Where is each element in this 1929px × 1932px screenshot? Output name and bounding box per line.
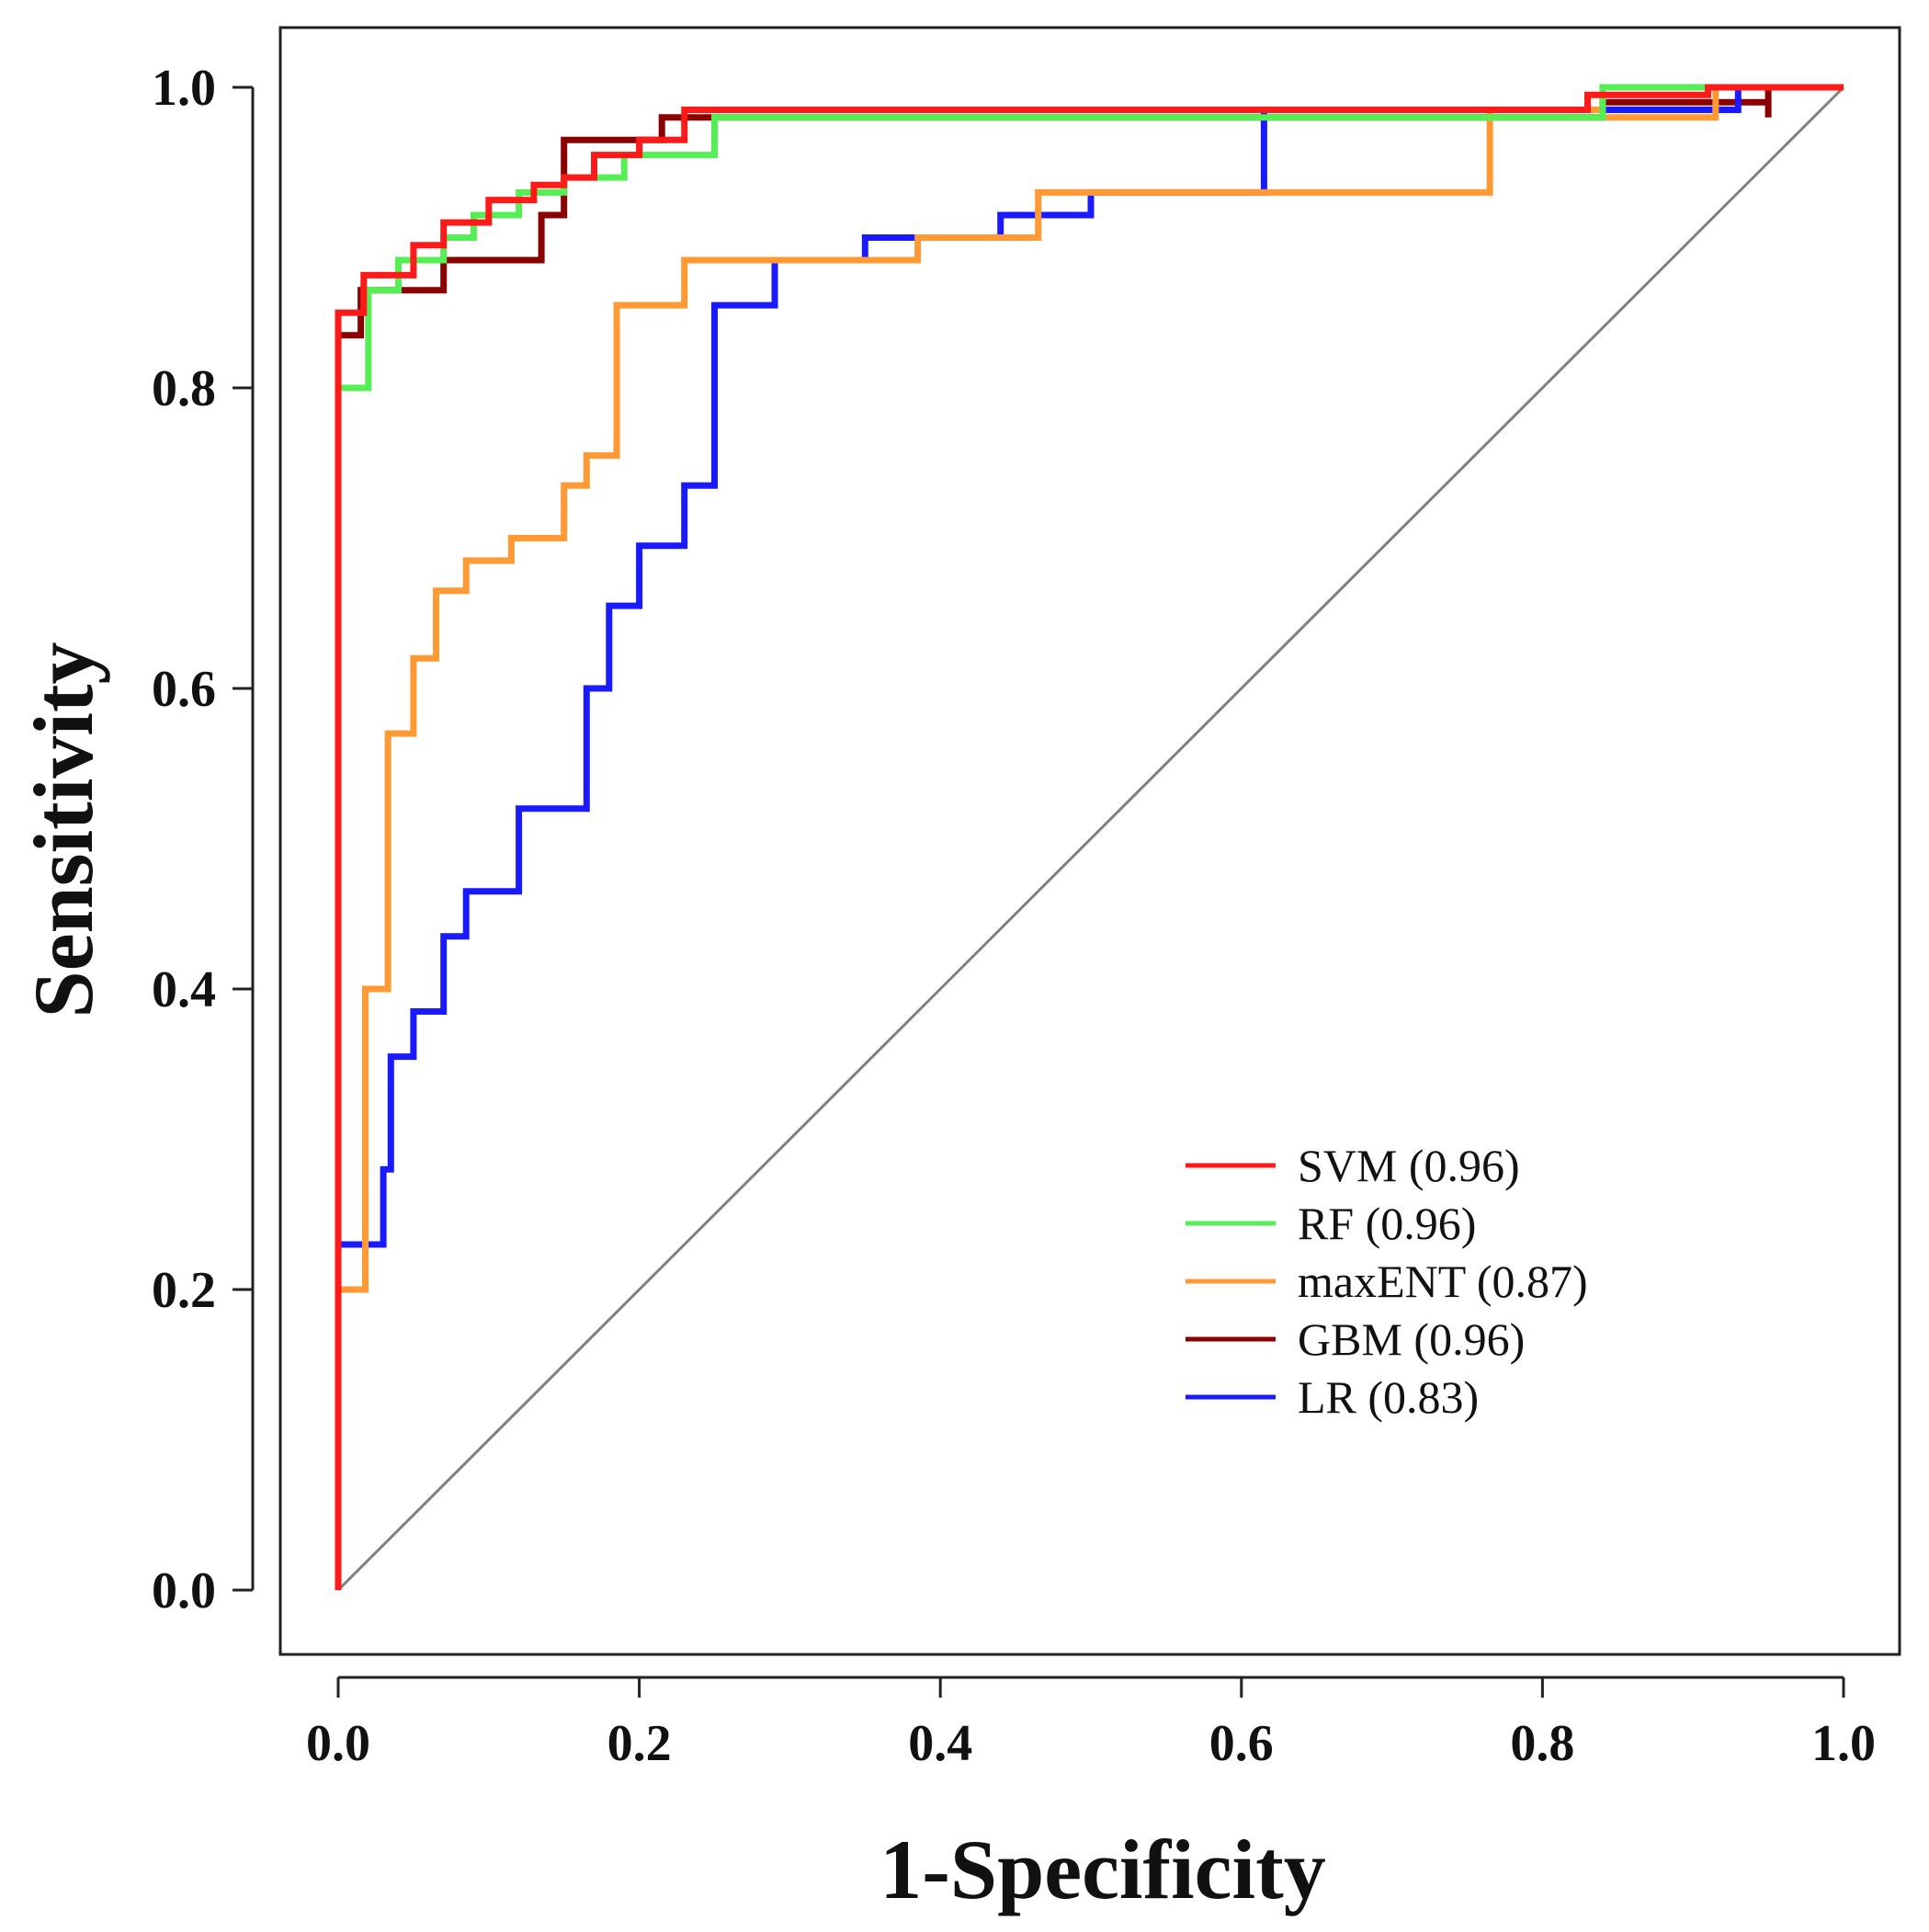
x-axis: 0.0 0.2 0.4 0.6 0.8 1.0 [306,1676,1876,1772]
plot-area [335,84,1845,1592]
legend-label: maxENT (0.87) [1298,1256,1588,1307]
series-line-rf [335,84,1844,1590]
plot-frame [278,26,1901,1656]
legend-label: GBM (0.96) [1298,1313,1525,1365]
reference-diagonal-line [336,85,1845,1592]
series-line-svm [335,84,1844,1590]
x-tick-label: 1.0 [1811,1715,1876,1772]
x-tick-label: 0.6 [1209,1715,1274,1772]
x-tick-label: 0.4 [908,1715,972,1772]
y-axis-title: Sensitivity [17,642,110,1018]
y-tick-label: 0.6 [152,661,216,718]
y-tick-label: 0.0 [152,1563,216,1619]
legend-label: RF (0.96) [1298,1198,1476,1249]
legend: SVM (0.96) RF (0.96) maxENT (0.87) GBM (0.9… [1186,1140,1588,1423]
y-tick-label: 0.4 [152,961,216,1018]
y-tick-label: 0.2 [152,1262,216,1319]
series-line-lr [335,84,1844,1590]
x-tick-label: 0.2 [607,1715,672,1772]
y-tick-label: 1.0 [152,60,216,117]
y-tick-label: 0.8 [152,360,216,417]
x-axis-title: 1-Specificity [879,1823,1325,1916]
x-tick-label: 0.0 [306,1715,370,1772]
legend-label: LR (0.83) [1298,1371,1479,1423]
x-tick-label: 0.8 [1510,1715,1574,1772]
y-axis: 0.0 0.2 0.4 0.6 0.8 1.0 [152,60,255,1619]
legend-label: SVM (0.96) [1298,1140,1520,1191]
